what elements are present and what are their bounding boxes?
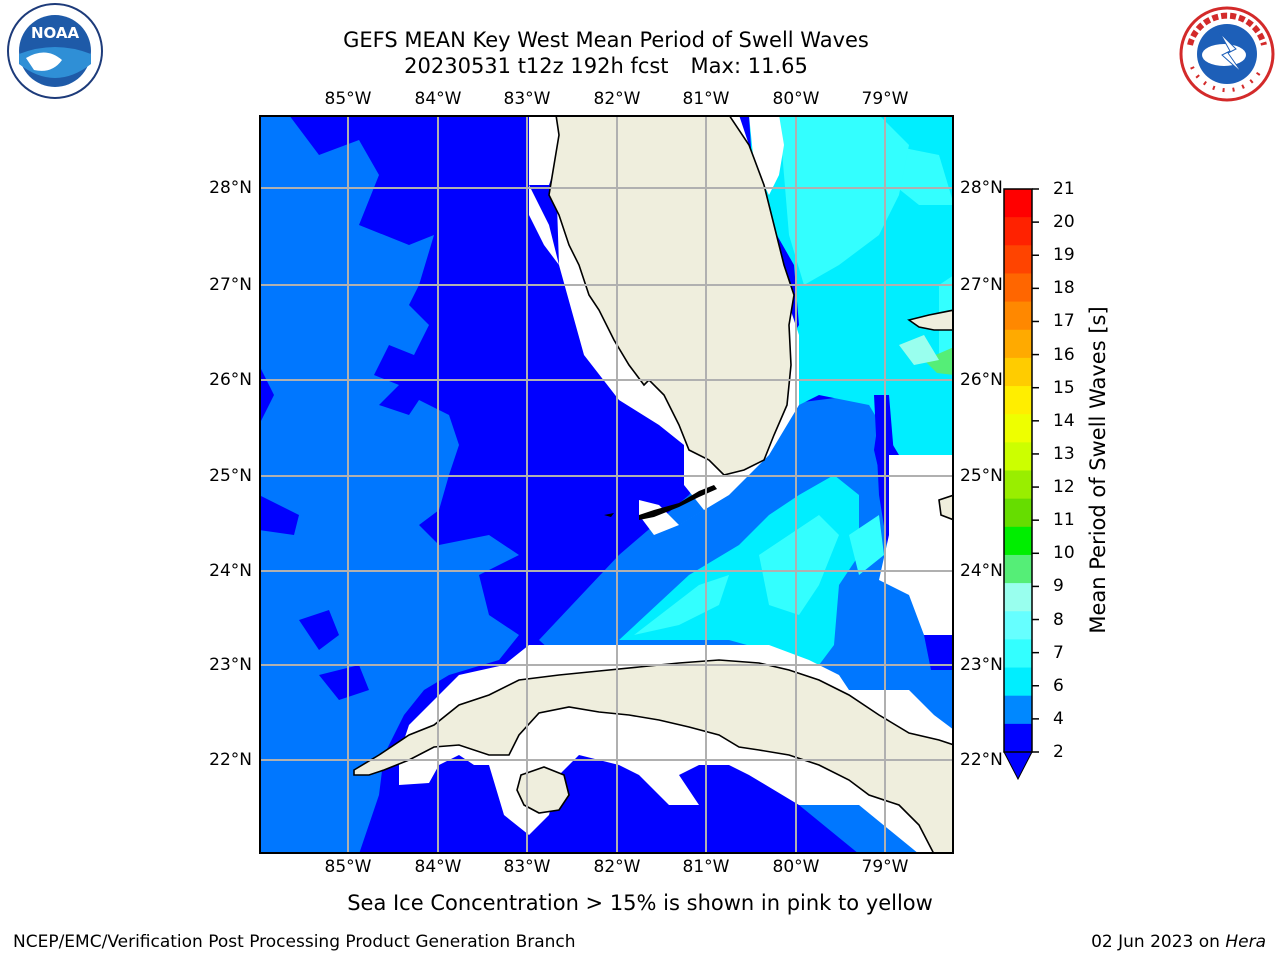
colorbar-extend-arrow xyxy=(1003,751,1033,781)
lon-tick-bottom-80: 80°W xyxy=(772,857,820,877)
colorbar-swatch xyxy=(1004,470,1032,500)
colorbar-tick-label: 9 xyxy=(1053,576,1064,597)
colorbar-tick-label: 17 xyxy=(1053,311,1075,332)
lon-tick-bottom-84: 84°W xyxy=(414,857,462,877)
noaa-logo: NOAA xyxy=(7,3,103,99)
lon-tick-bottom-85: 85°W xyxy=(324,857,372,877)
colorbar-swatch xyxy=(1004,273,1032,303)
colorbar-swatch xyxy=(1004,329,1032,359)
lat-tick-left-22: 22°N xyxy=(209,750,252,770)
colorbar-swatch xyxy=(1004,414,1032,443)
colorbar-tick-label: 2 xyxy=(1053,742,1064,762)
lon-tick-bottom-82: 82°W xyxy=(593,857,641,877)
colorbar-swatch xyxy=(1004,189,1032,218)
lat-tick-left-23: 23°N xyxy=(209,655,252,675)
colorbar-outline xyxy=(1003,188,1033,753)
lat-tick-left-28: 28°N xyxy=(209,178,252,198)
colorbar-tick-label: 14 xyxy=(1053,410,1075,431)
colorbar-tick-label: 7 xyxy=(1053,642,1064,663)
lat-tick-right-28: 28°N xyxy=(960,178,1003,198)
colorbar-swatch xyxy=(1004,583,1032,612)
lat-tick-right-22: 22°N xyxy=(960,750,1003,770)
colorbar-swatch xyxy=(1004,611,1032,640)
lat-tick-right-25: 25°N xyxy=(960,466,1003,486)
footer-branch: NCEP/EMC/Verification Post Processing Pr… xyxy=(13,932,576,952)
colorbar-label: Mean Period of Swell Waves [s] xyxy=(1086,306,1110,634)
lon-tick-bottom-83: 83°W xyxy=(503,857,551,877)
lon-tick-top-79: 79°W xyxy=(861,89,909,109)
lon-tick-top-81: 81°W xyxy=(682,89,730,109)
lat-tick-right-27: 27°N xyxy=(960,275,1003,295)
colorbar xyxy=(1003,188,1039,781)
map-panel xyxy=(259,115,954,854)
colorbar-tick-label: 15 xyxy=(1053,377,1075,398)
colorbar-tick-label: 12 xyxy=(1053,477,1075,498)
colorbar-swatch xyxy=(1004,245,1032,274)
colorbar-swatch xyxy=(1004,639,1032,669)
colorbar-tick-label: 13 xyxy=(1053,443,1075,464)
colorbar-tick-label: 8 xyxy=(1053,609,1064,630)
footer-date: 02 Jun 2023 on Hera xyxy=(1091,932,1266,952)
footer-host: Hera xyxy=(1225,932,1266,952)
lon-tick-top-83: 83°W xyxy=(503,89,551,109)
chart-subtitle: 20230531 t12z 192h fcst Max: 11.65 xyxy=(0,53,1212,79)
lat-tick-left-25: 25°N xyxy=(209,466,252,486)
footer-date-text: 02 Jun 2023 on xyxy=(1091,932,1226,952)
colorbar-tick-label: 6 xyxy=(1053,675,1064,696)
colorbar-tick-label: 18 xyxy=(1053,278,1075,299)
lon-tick-top-82: 82°W xyxy=(593,89,641,109)
colorbar-tick-label: 20 xyxy=(1053,212,1075,233)
lon-tick-top-80: 80°W xyxy=(772,89,820,109)
colorbar-swatch xyxy=(1004,442,1032,471)
map-grid xyxy=(259,115,954,854)
colorbar-tick-label: 10 xyxy=(1053,543,1075,564)
colorbar-swatch xyxy=(1004,301,1032,331)
sea-ice-note: Sea Ice Concentration > 15% is shown in … xyxy=(347,891,933,915)
colorbar-swatch xyxy=(1004,695,1032,725)
colorbar-tick-label: 19 xyxy=(1053,245,1075,266)
colorbar-tick-label: 4 xyxy=(1053,708,1064,729)
lat-tick-left-27: 27°N xyxy=(209,275,252,295)
colorbar-swatch xyxy=(1004,554,1032,584)
lon-tick-bottom-79: 79°W xyxy=(861,857,909,877)
colorbar-swatch xyxy=(1004,217,1032,246)
colorbar-tick-label: 21 xyxy=(1053,179,1075,199)
chart-title: GEFS MEAN Key West Mean Period of Swell … xyxy=(343,28,869,52)
max-value: Max: 11.65 xyxy=(690,54,808,78)
colorbar-tick-label: 11 xyxy=(1053,510,1075,531)
colorbar-swatch xyxy=(1004,667,1032,697)
noaa-logo-text: NOAA xyxy=(31,24,80,42)
colorbar-swatch xyxy=(1004,526,1032,556)
colorbar-swatch xyxy=(1004,723,1032,753)
lon-tick-top-84: 84°W xyxy=(414,89,462,109)
lat-tick-left-26: 26°N xyxy=(209,370,252,390)
colorbar-swatch xyxy=(1004,386,1032,415)
lon-tick-top-85: 85°W xyxy=(324,89,372,109)
forecast-run: 20230531 t12z 192h fcst xyxy=(404,54,669,78)
lat-tick-right-24: 24°N xyxy=(960,561,1003,581)
nws-logo xyxy=(1179,6,1275,102)
colorbar-swatch xyxy=(1004,357,1032,387)
lat-tick-right-23: 23°N xyxy=(960,655,1003,675)
colorbar-swatch xyxy=(1004,498,1032,528)
lat-tick-right-26: 26°N xyxy=(960,370,1003,390)
lat-tick-left-24: 24°N xyxy=(209,561,252,581)
lon-tick-bottom-81: 81°W xyxy=(682,857,730,877)
colorbar-tick-label: 16 xyxy=(1053,344,1075,365)
